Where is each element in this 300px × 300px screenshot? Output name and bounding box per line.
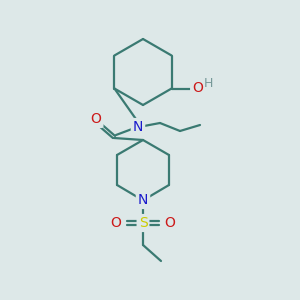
Text: S: S [139, 216, 147, 230]
Text: N: N [138, 193, 148, 207]
Text: O: O [165, 216, 176, 230]
Text: O: O [111, 216, 122, 230]
Text: H: H [204, 77, 213, 90]
Text: O: O [192, 82, 203, 95]
Text: O: O [91, 112, 101, 126]
Text: N: N [133, 120, 143, 134]
